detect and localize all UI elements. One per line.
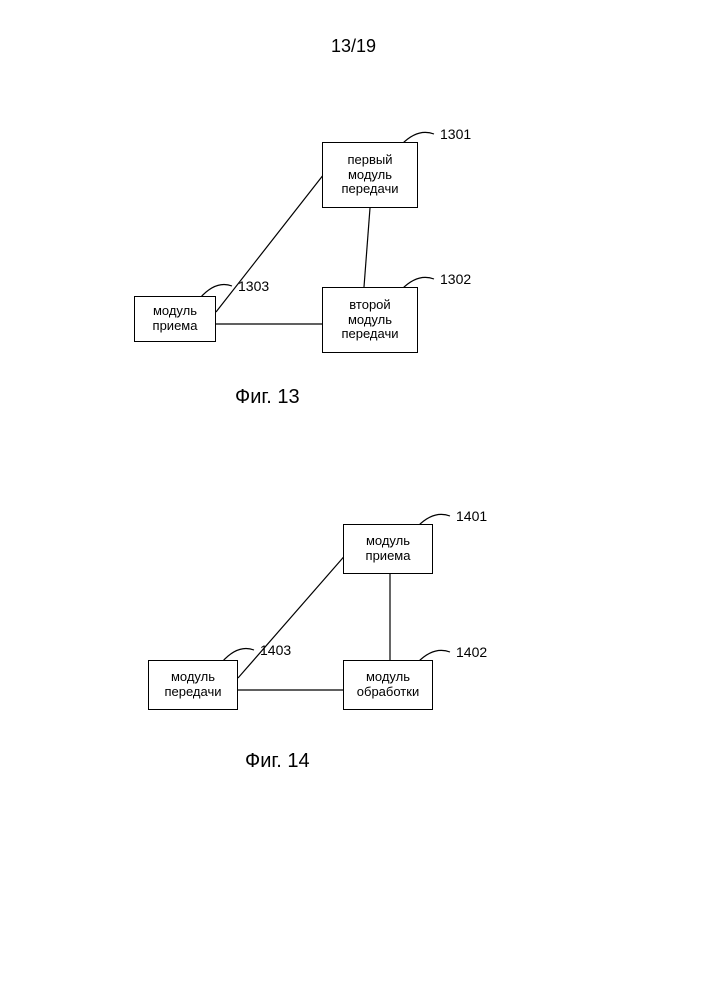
ref-1401: 1401 — [456, 508, 487, 524]
node-transmit-module: модульпередачи — [148, 660, 238, 710]
node-processing-module: модульобработки — [343, 660, 433, 710]
ref-1402: 1402 — [456, 644, 487, 660]
node-receive-module-2: модульприема — [343, 524, 433, 574]
ref-1403: 1403 — [260, 642, 291, 658]
node-label: модульпередачи — [164, 670, 221, 700]
node-label: модульприема — [366, 534, 411, 564]
node-label: модульобработки — [357, 670, 419, 700]
fig14-edges — [0, 0, 707, 1000]
fig14-caption: Фиг. 14 — [245, 750, 310, 773]
page: 13/19 первыймодульпередачи 1301 второймо… — [0, 0, 707, 1000]
